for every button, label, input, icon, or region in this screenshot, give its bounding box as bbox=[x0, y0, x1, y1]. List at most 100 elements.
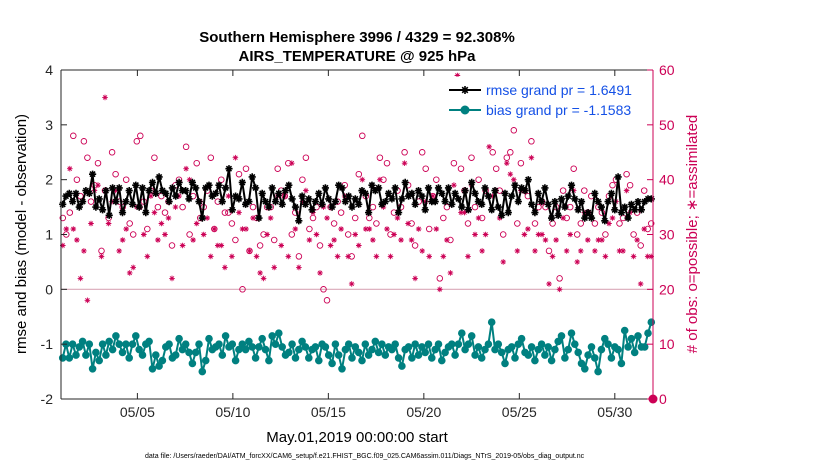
obs-assimilated-point bbox=[599, 237, 605, 243]
bias-point bbox=[501, 359, 509, 368]
rmse-point bbox=[491, 187, 499, 195]
obs-assimilated-point bbox=[225, 193, 232, 199]
bias-point bbox=[311, 343, 320, 351]
obs-possible-point bbox=[545, 247, 553, 255]
bias-point bbox=[627, 334, 636, 343]
obs-possible-point bbox=[609, 181, 616, 189]
rmse-bias-series bbox=[58, 165, 656, 376]
obs-assimilated-point bbox=[542, 237, 549, 243]
bias-point bbox=[155, 362, 163, 370]
y-right-tick-label: 30 bbox=[659, 227, 675, 243]
rmse-point bbox=[611, 206, 619, 214]
obs-possible-point bbox=[450, 159, 458, 167]
obs-assimilated-point bbox=[278, 242, 284, 249]
rmse-point bbox=[371, 187, 379, 195]
rmse-point bbox=[62, 192, 70, 200]
obs-assimilated-point bbox=[430, 193, 436, 199]
obs-assimilated-point bbox=[218, 242, 225, 249]
obs-possible-point bbox=[207, 154, 215, 161]
bias-point bbox=[138, 351, 147, 359]
bias-point bbox=[458, 329, 466, 338]
rmse-point bbox=[321, 184, 329, 192]
rmse-point bbox=[564, 192, 572, 200]
rmse-point bbox=[331, 198, 339, 206]
obs-assimilated-point bbox=[144, 253, 151, 260]
bias-point bbox=[122, 340, 130, 349]
obs-assimilated-point bbox=[454, 72, 461, 79]
rmse-point bbox=[587, 214, 596, 222]
bias-point bbox=[341, 345, 350, 354]
obs-assimilated-point bbox=[415, 226, 422, 232]
rmse-point bbox=[235, 195, 243, 203]
obs-assimilated-point bbox=[394, 215, 401, 221]
bias-point bbox=[404, 343, 413, 351]
bias-point bbox=[541, 351, 549, 359]
y-right-tick-label: 60 bbox=[659, 62, 675, 78]
rmse-point bbox=[242, 200, 250, 208]
rmse-point bbox=[418, 192, 426, 200]
obs-possible-point bbox=[108, 149, 116, 156]
bias-point bbox=[152, 351, 160, 359]
y-left-tick-label: 3 bbox=[45, 117, 53, 133]
obs-possible-point bbox=[573, 231, 581, 238]
obs-possible-point bbox=[528, 138, 535, 145]
bias-point bbox=[577, 359, 586, 368]
obs-assimilated-point bbox=[514, 248, 521, 254]
bias-point bbox=[135, 345, 143, 354]
rmse-point bbox=[128, 200, 137, 208]
rmse-point bbox=[109, 184, 117, 192]
obs-possible-point bbox=[59, 214, 67, 222]
obs-assimilated-point bbox=[179, 242, 186, 249]
rmse-point bbox=[448, 200, 456, 208]
obs-possible-point bbox=[499, 231, 507, 238]
obs-assimilated-point bbox=[98, 253, 105, 260]
bias-point bbox=[421, 348, 430, 357]
obs-possible-point bbox=[640, 187, 648, 194]
rmse-point bbox=[75, 203, 83, 211]
bias-point bbox=[181, 340, 190, 349]
obs-assimilated-point bbox=[169, 275, 175, 282]
bias-point bbox=[58, 354, 67, 362]
rmse-point bbox=[202, 184, 210, 192]
obs-possible-point bbox=[471, 203, 479, 211]
bias-point bbox=[471, 351, 479, 359]
obs-assimilated-point bbox=[324, 215, 330, 221]
obs-possible-point bbox=[411, 242, 419, 249]
bias-point bbox=[438, 356, 446, 365]
obs-possible-point bbox=[126, 220, 133, 227]
rmse-point bbox=[401, 178, 409, 186]
bias-point bbox=[358, 356, 366, 365]
obs-assimilated-point bbox=[151, 209, 158, 216]
right-axis-zero-marker bbox=[648, 394, 658, 404]
bias-point bbox=[95, 356, 103, 365]
bias-point bbox=[388, 345, 396, 354]
bias-point bbox=[594, 367, 602, 376]
rmse-point bbox=[441, 198, 449, 206]
bias-point bbox=[414, 351, 423, 359]
rmse-point bbox=[617, 209, 625, 217]
obs-assimilated-point bbox=[70, 226, 77, 232]
obs-assimilated-point bbox=[243, 226, 249, 232]
obs-possible-point bbox=[510, 127, 518, 134]
obs-assimilated-point bbox=[229, 253, 235, 260]
rmse-point bbox=[341, 198, 349, 206]
bias-point bbox=[644, 329, 652, 338]
rmse-point bbox=[385, 189, 393, 197]
bias-point bbox=[188, 359, 197, 368]
rmse-point bbox=[115, 184, 123, 192]
obs-possible-point bbox=[232, 236, 239, 244]
bias-point bbox=[374, 348, 383, 357]
x-tick-label: 05/15 bbox=[311, 404, 346, 420]
bias-point bbox=[92, 348, 100, 357]
obs-assimilated-point bbox=[553, 237, 559, 243]
rmse-point bbox=[112, 198, 120, 206]
obs-assimilated-point bbox=[264, 231, 270, 238]
obs-possible-point bbox=[316, 242, 324, 249]
rmse-point bbox=[301, 200, 309, 208]
x-tick-label: 05/05 bbox=[120, 404, 155, 420]
bias-point bbox=[228, 340, 237, 349]
bias-point bbox=[497, 348, 506, 357]
bias-point bbox=[72, 351, 80, 359]
rmse-point bbox=[95, 195, 103, 203]
obs-assimilated-point bbox=[426, 253, 432, 260]
